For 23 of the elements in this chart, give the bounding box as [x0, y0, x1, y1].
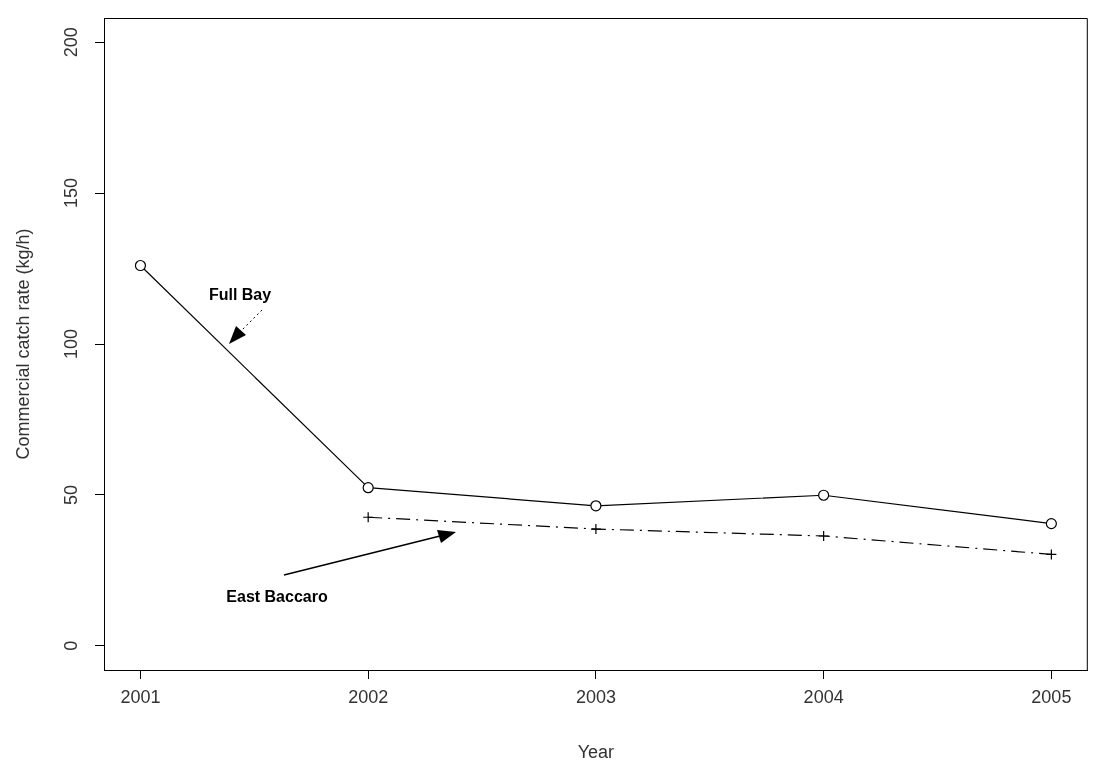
x-tick-label: 2003: [575, 686, 616, 707]
y-tick-label: 200: [60, 27, 81, 58]
point: [590, 523, 602, 535]
y-tick-label: 50: [60, 484, 81, 505]
y-tick-label: 0: [60, 640, 81, 651]
y-tick-label: 100: [60, 328, 81, 360]
point: [362, 482, 374, 494]
point: [818, 489, 830, 501]
text: East Baccaro: [226, 588, 328, 606]
y-tick-label: 150: [60, 178, 81, 209]
x-tick-label: 2005: [1031, 686, 1072, 707]
point: [362, 511, 374, 523]
point: [134, 259, 147, 272]
x-axis-title: Year: [577, 742, 615, 763]
x-tick-label: 2004: [803, 686, 844, 707]
series-label: Full Bay: [208, 286, 272, 304]
x-tick-label: 2001: [120, 686, 161, 707]
point: [590, 500, 602, 512]
point: [818, 530, 830, 542]
y-axis-title: Commercial catch rate (kg/h): [12, 228, 33, 460]
point: [1045, 548, 1057, 560]
x-tick-label: 2002: [348, 686, 389, 707]
point: [1045, 518, 1057, 530]
